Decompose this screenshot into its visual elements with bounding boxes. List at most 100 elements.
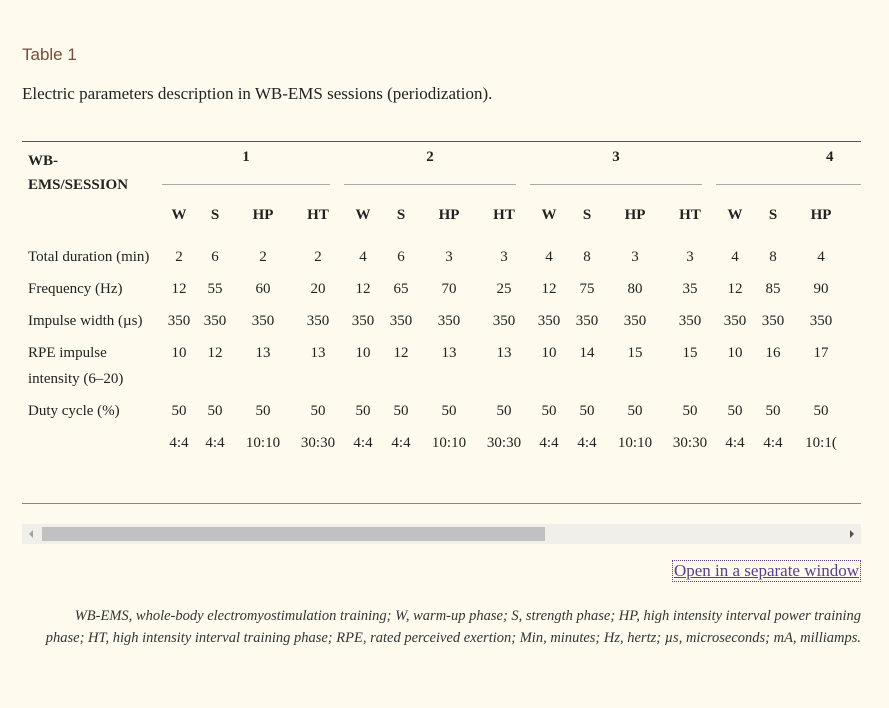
- table-cell: 350: [723, 313, 747, 329]
- row-label: Frequency (Hz): [28, 281, 123, 297]
- table-cell: 70: [441, 281, 457, 297]
- table-cell: 3: [500, 249, 508, 265]
- table-cell: 50: [255, 403, 271, 419]
- row-label: Total duration (min): [28, 249, 150, 265]
- table-cell: 10:10: [617, 435, 653, 451]
- table-cell: 50: [682, 403, 698, 419]
- table-cell: 10: [355, 345, 371, 361]
- table-cell: 55: [207, 281, 223, 297]
- table-cell: 50: [579, 403, 595, 419]
- phase-header: HP: [252, 207, 274, 223]
- table-cell: 10: [541, 345, 557, 361]
- corner-header: WB- EMS/SESSION: [28, 153, 129, 193]
- row-label: [22, 424, 162, 456]
- table-cell: 8: [769, 249, 777, 265]
- row-label: Impulse width (µs): [28, 313, 143, 329]
- table-cell: 350: [251, 313, 275, 329]
- table-cell: 350: [389, 313, 413, 329]
- table-container[interactable]: WB- EMS/SESSION 1 2 3 4 W S HP HT W S HP HT W S HP H…: [22, 141, 861, 504]
- table-cell: 10:1(: [805, 435, 837, 451]
- table-cell: 15: [627, 345, 643, 361]
- table-cell: 30:30: [672, 435, 708, 451]
- phase-header: S: [396, 207, 406, 223]
- table-cell: 8: [583, 249, 591, 265]
- table-cell: 350: [351, 313, 375, 329]
- table-cell: 350: [537, 313, 561, 329]
- table-row: Impulse width (µs) 350 350 350 350 350 350 350 3…: [22, 302, 850, 334]
- phase-header: HT: [679, 207, 701, 223]
- table-cell: 50: [207, 403, 223, 419]
- table-cell: 350: [623, 313, 647, 329]
- table-row: RPE impulse intensity (6–20) 10 12 13 13 10 12…: [22, 334, 850, 392]
- table-cell: 4:4: [763, 435, 783, 451]
- phase-header: S: [768, 207, 778, 223]
- table-cell: 12: [541, 281, 557, 297]
- table-cell: 2: [259, 249, 267, 265]
- table-cell: 30:30: [300, 435, 336, 451]
- phase-header: S: [210, 207, 220, 223]
- table-cell: 3: [631, 249, 639, 265]
- row-label: Duty cycle (%): [28, 403, 120, 419]
- table-cell: 2: [314, 249, 322, 265]
- table-cell: 65: [393, 281, 409, 297]
- table-cell: 350: [678, 313, 702, 329]
- table-row: 4:4 4:4 10:10 30:30 4:4 4:4 10:10 30:30 4:4 4:4 10…: [22, 424, 850, 456]
- table-cell: 350: [492, 313, 516, 329]
- table-cell: 350: [575, 313, 599, 329]
- table-cell: 50: [727, 403, 743, 419]
- table-cell: 6: [397, 249, 405, 265]
- table-cell: 4:4: [391, 435, 411, 451]
- table-cell: 4:4: [725, 435, 745, 451]
- parameters-table: WB- EMS/SESSION 1 2 3 4 W S HP HT W S HP HT W S HP H…: [22, 142, 861, 456]
- table-cell: 12: [171, 281, 187, 297]
- table-cell: 350: [306, 313, 330, 329]
- scrollbar-thumb[interactable]: [42, 527, 545, 541]
- table-cell: 50: [393, 403, 409, 419]
- table-cell: 13: [310, 345, 326, 361]
- session-header: 3: [530, 142, 716, 185]
- phase-header: HP: [810, 207, 832, 223]
- table-cell: 350: [437, 313, 461, 329]
- table-row: Duty cycle (%) 50 50 50 50 50 50 50 50 50 50 50 50 50…: [22, 392, 850, 424]
- table-cell: 350: [761, 313, 785, 329]
- table-cell: 4:4: [539, 435, 559, 451]
- table-cell: 10:10: [245, 435, 281, 451]
- phase-header: HP: [438, 207, 460, 223]
- table-cell: 50: [765, 403, 781, 419]
- table-cell: 50: [541, 403, 557, 419]
- session-header: 4: [716, 142, 861, 185]
- table-cell: 75: [579, 281, 595, 297]
- table-cell: 4:4: [205, 435, 225, 451]
- table-cell: 10:10: [431, 435, 467, 451]
- table-cell: 16: [765, 345, 781, 361]
- table-cell: 4: [731, 249, 739, 265]
- table-cell: 350: [167, 313, 191, 329]
- phase-header: W: [355, 207, 371, 223]
- table-cell: 13: [441, 345, 457, 361]
- table-cell: 6: [211, 249, 219, 265]
- table-footnote: WB-EMS, whole-body electromyostimulation…: [45, 608, 861, 646]
- horizontal-scrollbar[interactable]: [22, 524, 861, 544]
- phase-header: W: [171, 207, 187, 223]
- table-cell: 350: [809, 313, 833, 329]
- table-row: Frequency (Hz) 12 55 60 20 12 65 70 25 12 75 80 35 12…: [22, 270, 850, 302]
- table-cell: 13: [496, 345, 512, 361]
- table-caption: Electric parameters description in WB-EM…: [22, 84, 493, 103]
- phase-header: W: [727, 207, 743, 223]
- table-cell: 50: [627, 403, 643, 419]
- table-cell: 80: [627, 281, 643, 297]
- session-header: 2: [344, 142, 530, 185]
- scroll-left-icon[interactable]: [29, 530, 33, 538]
- table-cell: 12: [355, 281, 371, 297]
- table-cell: 17: [813, 345, 829, 361]
- phase-header: HT: [307, 207, 329, 223]
- table-cell: 10: [171, 345, 187, 361]
- scroll-right-icon[interactable]: [850, 530, 854, 538]
- table-title: Table 1: [22, 45, 77, 64]
- table-cell: 25: [496, 281, 512, 297]
- open-separate-window-link[interactable]: Open in a separate window: [671, 560, 861, 582]
- table-cell: 50: [496, 403, 512, 419]
- table-cell: 50: [310, 403, 326, 419]
- table-row: Total duration (min) 2 6 2 2 4 6 3 3 4 8 3 3 4 8 4: [22, 238, 850, 270]
- table-cell: 50: [813, 403, 829, 419]
